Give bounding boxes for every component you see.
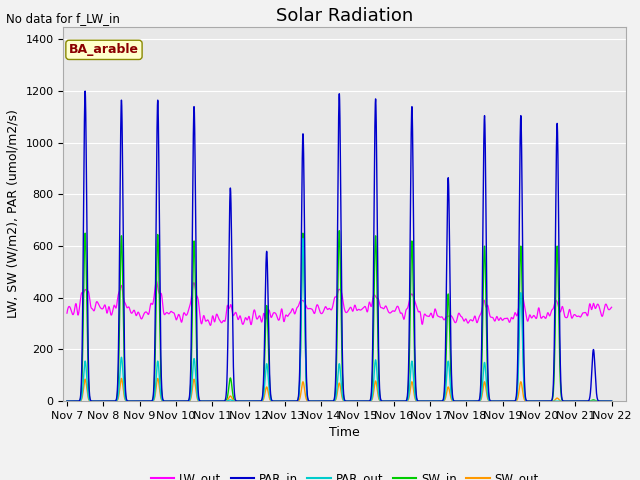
Title: Solar Radiation: Solar Radiation (276, 7, 413, 25)
Text: BA_arable: BA_arable (69, 43, 139, 56)
Text: No data for f_LW_in: No data for f_LW_in (6, 12, 120, 25)
X-axis label: Time: Time (330, 426, 360, 440)
Legend: LW_out, PAR_in, PAR_out, SW_in, SW_out: LW_out, PAR_in, PAR_out, SW_in, SW_out (146, 467, 543, 480)
Y-axis label: LW, SW (W/m2), PAR (umol/m2/s): LW, SW (W/m2), PAR (umol/m2/s) (7, 109, 20, 318)
